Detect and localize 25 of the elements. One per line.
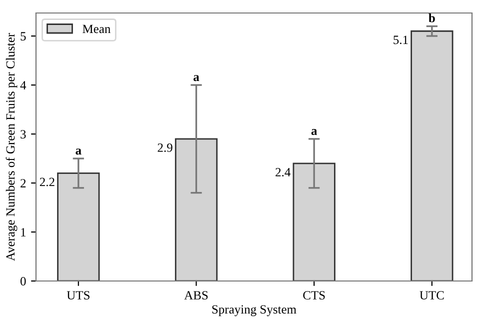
data-label: 2.9 [158,143,172,152]
x-tick-label: UTC [420,291,444,300]
data-label: 2.4 [276,168,291,176]
legend-label: Mean [82,24,111,34]
y-tick-label: 1 [21,228,26,236]
annotation: b [428,14,435,22]
y-tick-label: 0 [20,277,26,286]
y-tick-label: 4 [20,81,26,90]
x-tick-label: ABS [184,291,208,300]
bar [57,172,100,281]
bar [292,162,336,281]
data-label: 5.1 [394,36,408,44]
x-tick-label: UTS [66,291,90,300]
annotation: a [76,148,82,155]
y-tick-label: 3 [20,130,26,138]
y-axis-title: Average Numbers of Green Fruits per Cluster [6,33,18,261]
annotation: a [311,129,318,135]
x-axis-title: Spraying System [212,305,296,316]
bar [410,30,454,281]
bar [174,138,218,281]
annotation: a [194,75,200,82]
data-label: 2.2 [40,178,54,186]
y-tick-label: 5 [20,32,26,40]
x-tick-label: CTS [303,291,325,300]
y-tick-label: 2 [20,179,26,188]
